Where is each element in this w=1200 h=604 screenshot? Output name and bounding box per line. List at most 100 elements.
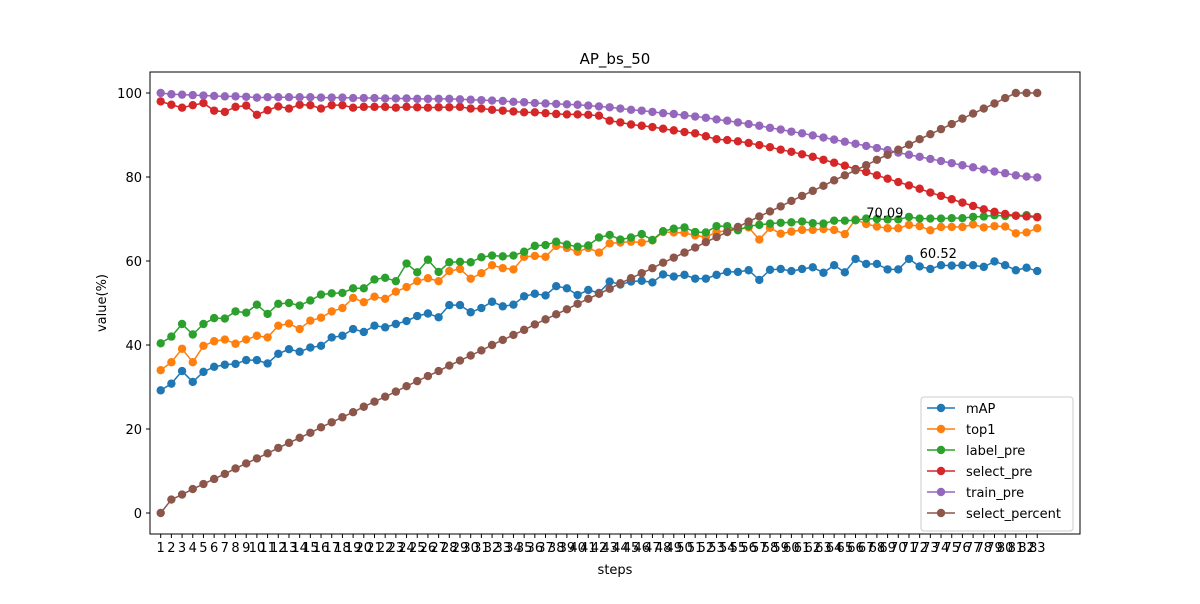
data-point <box>744 266 753 275</box>
data-point <box>723 221 732 231</box>
data-point <box>487 96 497 105</box>
data-point <box>477 253 486 262</box>
data-point <box>252 93 262 102</box>
data-point <box>862 167 871 177</box>
data-point <box>263 359 272 368</box>
data-point <box>1022 172 1031 181</box>
x-tick-label: 71 <box>901 541 918 556</box>
data-point <box>755 121 764 130</box>
data-point <box>316 104 326 113</box>
data-point <box>509 251 518 260</box>
y-tick-label: 60 <box>125 255 142 270</box>
data-point <box>926 226 935 235</box>
data-point <box>894 265 903 274</box>
data-point <box>413 94 422 104</box>
data-point <box>605 239 614 248</box>
data-point <box>947 195 956 204</box>
data-point <box>466 104 475 113</box>
data-point <box>445 258 454 267</box>
legend: mAP top1 label_pre select_pre train_preselec… <box>920 396 1074 532</box>
data-point <box>712 270 721 280</box>
x-tick-label: 18 <box>334 541 351 556</box>
data-point <box>626 274 636 283</box>
data-point <box>295 93 304 102</box>
data-point <box>167 379 176 388</box>
data-point <box>477 346 486 355</box>
data-point <box>477 104 486 113</box>
data-annotation: 60.52 <box>920 247 957 262</box>
data-point <box>402 282 411 292</box>
x-tick-label: 60 <box>783 541 800 556</box>
data-point <box>936 222 946 232</box>
data-point <box>242 308 251 317</box>
data-point <box>979 262 988 272</box>
x-tick-label: 63 <box>815 541 832 556</box>
data-point <box>220 335 230 344</box>
data-point <box>872 214 882 224</box>
data-point <box>530 320 540 329</box>
data-point <box>851 254 860 264</box>
data-point <box>209 337 219 346</box>
data-point <box>455 264 465 274</box>
data-point <box>915 184 924 193</box>
data-point <box>680 270 689 280</box>
data-point <box>797 225 807 235</box>
data-point <box>862 259 871 269</box>
series-select-pre <box>156 97 1042 222</box>
x-tick-label: 78 <box>976 541 993 556</box>
data-point <box>690 227 700 237</box>
data-point <box>680 248 689 257</box>
data-point <box>915 135 924 144</box>
data-point <box>840 229 850 239</box>
data-point <box>263 449 272 458</box>
data-point <box>1000 93 1010 103</box>
data-point <box>338 331 347 340</box>
data-point <box>541 315 550 324</box>
data-point <box>862 161 871 170</box>
legend-label: select_pre <box>966 465 1032 480</box>
data-point <box>552 237 561 246</box>
data-point <box>391 276 401 286</box>
x-tick-label: 29 <box>452 541 469 556</box>
data-point <box>637 121 646 130</box>
data-point <box>445 94 454 104</box>
data-point <box>808 186 817 196</box>
data-point <box>263 106 272 115</box>
x-tick-label: 39 <box>559 541 576 556</box>
data-point <box>509 330 518 340</box>
data-point <box>808 219 817 228</box>
x-tick-label: 4 <box>189 541 197 556</box>
data-point <box>626 120 636 129</box>
data-point <box>968 212 978 222</box>
data-point <box>958 114 967 123</box>
data-point <box>209 474 219 484</box>
data-point <box>755 220 764 230</box>
data-point <box>594 233 604 242</box>
data-point <box>284 93 294 102</box>
data-point <box>744 119 753 129</box>
data-point <box>1000 209 1010 219</box>
data-point <box>413 376 422 386</box>
data-point <box>274 102 283 111</box>
data-point <box>958 222 967 232</box>
data-point <box>274 349 283 359</box>
data-point <box>680 223 689 232</box>
data-point <box>156 386 165 395</box>
data-point <box>455 102 465 112</box>
data-point <box>797 150 807 159</box>
data-point <box>829 176 839 185</box>
data-point <box>594 289 604 298</box>
data-point <box>434 267 443 277</box>
x-tick-label: 17 <box>323 541 340 556</box>
data-point <box>872 155 882 164</box>
data-point <box>519 292 529 301</box>
data-point <box>712 115 721 124</box>
data-point <box>199 319 208 329</box>
x-tick-label: 32 <box>484 541 501 556</box>
data-point <box>840 268 850 277</box>
axes-layer: 1 2 3 4 5 6 7 8 91011121314151617181920212223242… <box>117 71 1081 556</box>
data-point <box>348 293 358 303</box>
data-point <box>979 212 988 221</box>
data-point <box>947 213 956 223</box>
